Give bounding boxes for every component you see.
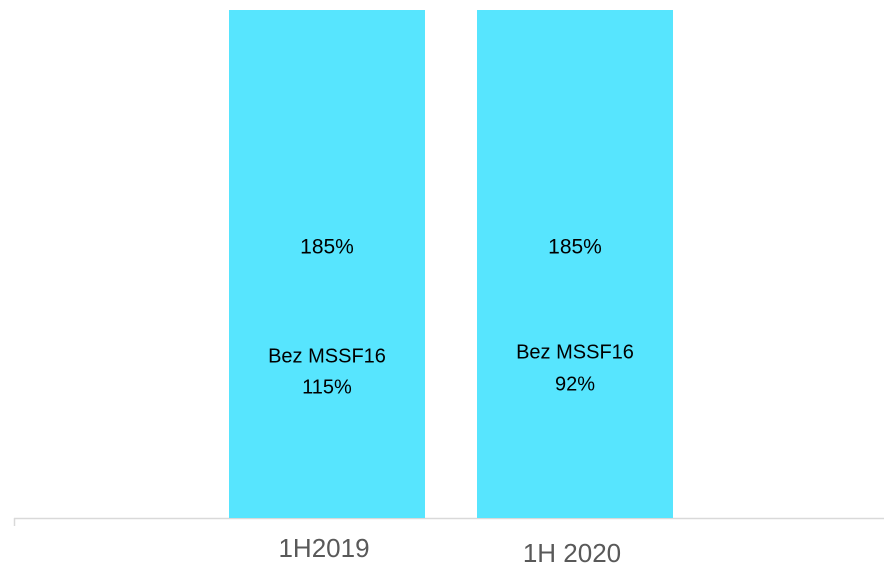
annotation: 92% xyxy=(555,373,595,395)
bar xyxy=(229,10,425,518)
bar xyxy=(477,10,673,518)
x-tick-label: 1H 2020 xyxy=(523,538,621,568)
annotation: Bez MSSF16 xyxy=(268,345,386,367)
annotation: Bez MSSF16 xyxy=(516,341,634,363)
value-label: 185% xyxy=(300,236,354,259)
value-label: 185% xyxy=(548,236,602,259)
annotation: 115% xyxy=(302,376,352,398)
x-tick-label: 1H2019 xyxy=(278,533,369,563)
